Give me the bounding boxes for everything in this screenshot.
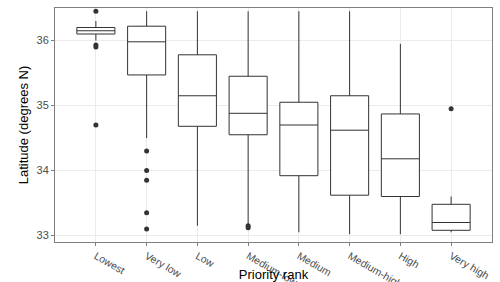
svg-text:Medium: Medium <box>295 249 334 278</box>
svg-text:Latitude (degrees N): Latitude (degrees N) <box>16 66 31 185</box>
svg-text:Priority rank: Priority rank <box>239 267 309 282</box>
svg-text:34: 34 <box>37 164 49 176</box>
svg-text:Medium-high: Medium-high <box>346 249 405 282</box>
svg-text:Lowest: Lowest <box>92 249 127 276</box>
svg-text:36: 36 <box>37 34 49 46</box>
svg-text:Very low: Very low <box>143 249 184 279</box>
svg-text:High: High <box>397 249 422 270</box>
svg-text:Low: Low <box>194 249 217 269</box>
svg-text:33: 33 <box>37 229 49 241</box>
svg-text:Medium-low: Medium-low <box>245 249 300 282</box>
svg-text:Very high: Very high <box>447 249 491 281</box>
svg-text:35: 35 <box>37 99 49 111</box>
